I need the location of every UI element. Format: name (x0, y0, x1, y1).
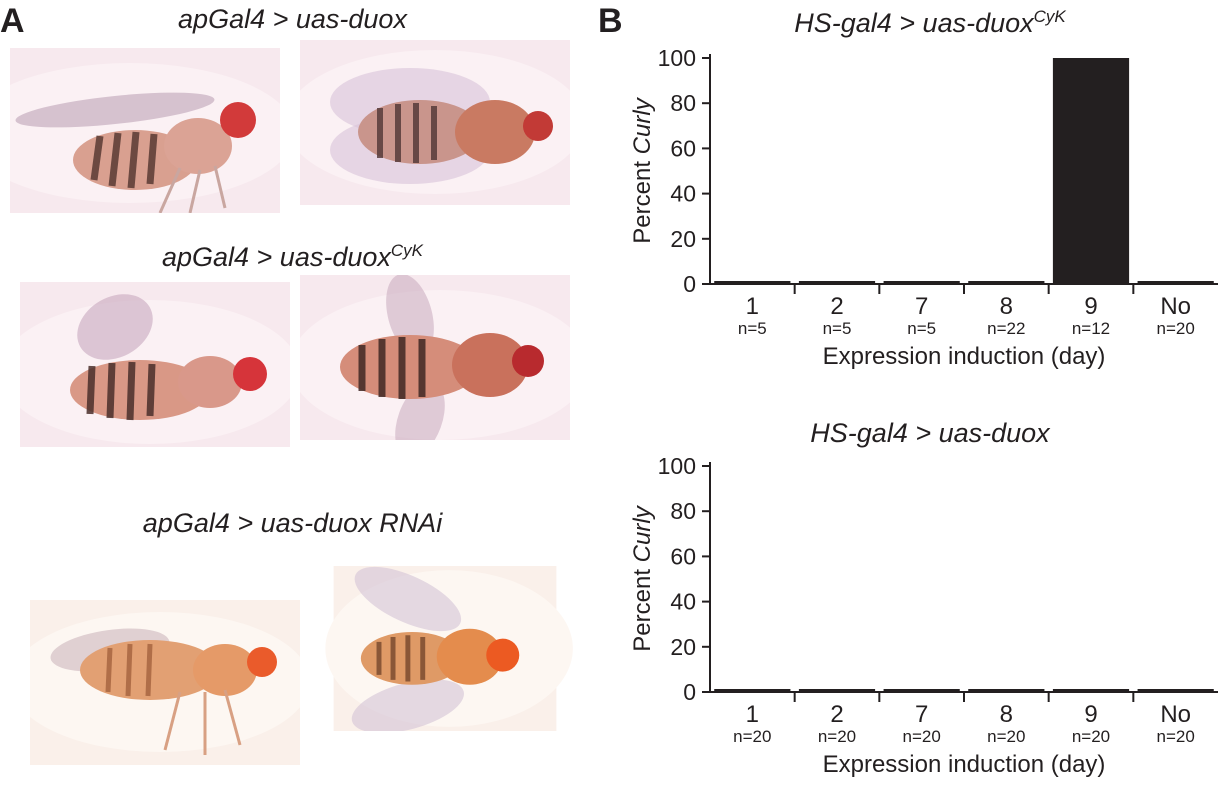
bar (968, 281, 1045, 284)
genotype-label-row-3: apGal4 > uas-duox RNAi (0, 510, 585, 537)
x-tick-label: 8 (1000, 701, 1013, 728)
genotype-label-row-1: apGal4 > uas-duox (0, 6, 585, 33)
genotype-text: apGal4 > uas-duox RNAi (142, 508, 443, 538)
y-tick-label: 100 (658, 45, 696, 71)
y-tick-label: 0 (683, 271, 696, 297)
x-tick-label: 8 (1000, 293, 1013, 320)
y-axis-label-prefix: Percent (629, 154, 656, 243)
chart-title-text: HS-gal4 > uas-duox (794, 8, 1034, 38)
n-label: n=20 (903, 727, 941, 746)
bar (968, 689, 1045, 692)
x-tick-label: 1 (746, 293, 759, 320)
bar (883, 689, 960, 692)
y-axis-label: Percent Curly (629, 504, 656, 651)
x-tick-label: 2 (830, 701, 843, 728)
y-tick-label: 60 (670, 135, 696, 161)
x-tick-label: 2 (830, 293, 843, 320)
panel-a-label: A (0, 2, 25, 40)
bar (1052, 58, 1130, 284)
chart-title-text: HS-gal4 > uas-duox (810, 418, 1050, 448)
x-tick-label: 1 (746, 701, 759, 728)
y-tick-label: 0 (683, 679, 696, 705)
y-axis-label-prefix: Percent (629, 562, 656, 651)
fly-photo-row3-dorsal (310, 566, 580, 731)
n-label: n=20 (733, 727, 771, 746)
y-tick-label: 40 (670, 589, 696, 615)
bar (1137, 689, 1214, 692)
x-tick-label: 9 (1084, 701, 1097, 728)
fly-photo-row2-side (20, 282, 290, 447)
bar-chart-bottom: 0204060801001n=202n=207n=208n=209n=20Non… (629, 453, 1218, 778)
fly-photo-row2-dorsal (300, 275, 570, 440)
bar (1137, 281, 1214, 284)
x-axis-label: Expression induction (day) (823, 751, 1106, 778)
genotype-text: apGal4 > uas-duox (178, 4, 407, 34)
fly-photo-row3-side (30, 600, 300, 765)
x-tick-label: No (1160, 701, 1191, 728)
x-tick-label: 9 (1084, 293, 1097, 320)
n-label: n=20 (1157, 319, 1195, 338)
n-label: n=5 (907, 319, 936, 338)
fly-photo-row1-dorsal (300, 40, 570, 205)
fly-photo-row1-side (10, 48, 280, 213)
x-axis-label: Expression induction (day) (823, 343, 1106, 370)
bar-chart-top: 0204060801001n=52n=57n=58n=229n=12Non=20… (629, 45, 1218, 370)
y-axis-label-italic: Curly (629, 96, 656, 154)
chart-title-superscript: CyK (1033, 7, 1066, 26)
bar (883, 281, 960, 284)
y-tick-label: 80 (670, 90, 696, 116)
y-tick-label: 20 (670, 634, 696, 660)
n-label: n=5 (738, 319, 767, 338)
y-tick-label: 80 (670, 498, 696, 524)
n-label: n=12 (1072, 319, 1110, 338)
genotype-text: apGal4 > uas-duox (161, 242, 391, 272)
y-axis-label: Percent Curly (629, 96, 656, 243)
n-label: n=20 (987, 727, 1025, 746)
bar (798, 689, 876, 692)
genotype-superscript: CyK (390, 241, 424, 260)
bar (714, 689, 791, 692)
y-tick-label: 20 (670, 226, 696, 252)
y-axis-label-italic: Curly (629, 504, 656, 562)
bar (714, 281, 791, 284)
x-tick-label: 7 (915, 293, 928, 320)
x-tick-label: 7 (915, 701, 928, 728)
panel-b-label: B (598, 2, 623, 40)
n-label: n=20 (1072, 727, 1110, 746)
bar (798, 281, 876, 284)
y-tick-label: 60 (670, 543, 696, 569)
genotype-label-row-2: apGal4 > uas-duoxCyK (0, 242, 585, 271)
n-label: n=5 (823, 319, 852, 338)
chart-title-bottom: HS-gal4 > uas-duox (640, 418, 1219, 447)
n-label: n=20 (818, 727, 856, 746)
y-tick-label: 40 (670, 181, 696, 207)
x-tick-label: No (1160, 293, 1191, 320)
y-tick-label: 100 (658, 453, 696, 479)
bar (1052, 689, 1130, 692)
chart-title-top: HS-gal4 > uas-duoxCyK (640, 8, 1219, 37)
n-label: n=20 (1157, 727, 1195, 746)
n-label: n=22 (987, 319, 1025, 338)
